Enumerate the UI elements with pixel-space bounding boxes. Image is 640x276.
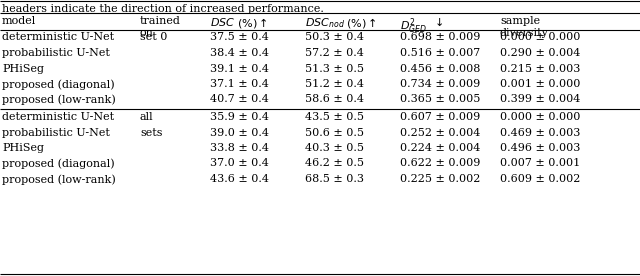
Text: probabilistic U-Net: probabilistic U-Net	[2, 128, 110, 137]
Text: 68.5 ± 0.3: 68.5 ± 0.3	[305, 174, 364, 184]
Text: deterministic U-Net: deterministic U-Net	[2, 112, 114, 122]
Text: trained
on: trained on	[140, 16, 181, 38]
Text: 46.2 ± 0.5: 46.2 ± 0.5	[305, 158, 364, 169]
Text: 0.698 ± 0.009: 0.698 ± 0.009	[400, 33, 481, 43]
Text: 58.6 ± 0.4: 58.6 ± 0.4	[305, 94, 364, 105]
Text: 0.007 ± 0.001: 0.007 ± 0.001	[500, 158, 580, 169]
Text: $D^{2}_{GED}$: $D^{2}_{GED}$	[400, 16, 427, 36]
Text: proposed (low-rank): proposed (low-rank)	[2, 174, 116, 185]
Text: 37.5 ± 0.4: 37.5 ± 0.4	[210, 33, 269, 43]
Text: all: all	[140, 112, 154, 122]
Text: deterministic U-Net: deterministic U-Net	[2, 33, 114, 43]
Text: 0.000 ± 0.000: 0.000 ± 0.000	[500, 33, 580, 43]
Text: 0.000 ± 0.000: 0.000 ± 0.000	[500, 112, 580, 122]
Text: proposed (diagonal): proposed (diagonal)	[2, 79, 115, 90]
Text: 35.9 ± 0.4: 35.9 ± 0.4	[210, 112, 269, 122]
Text: 0.225 ± 0.002: 0.225 ± 0.002	[400, 174, 481, 184]
Text: $(\%)\uparrow$: $(\%)\uparrow$	[234, 16, 268, 30]
Text: 57.2 ± 0.4: 57.2 ± 0.4	[305, 48, 364, 58]
Text: sample
diversity: sample diversity	[500, 16, 549, 38]
Text: 43.6 ± 0.4: 43.6 ± 0.4	[210, 174, 269, 184]
Text: $DSC$: $DSC$	[210, 16, 236, 28]
Text: 38.4 ± 0.4: 38.4 ± 0.4	[210, 48, 269, 58]
Text: set 0: set 0	[140, 33, 168, 43]
Text: PHiSeg: PHiSeg	[2, 63, 44, 73]
Text: 0.516 ± 0.007: 0.516 ± 0.007	[400, 48, 480, 58]
Text: proposed (diagonal): proposed (diagonal)	[2, 158, 115, 169]
Text: 0.734 ± 0.009: 0.734 ± 0.009	[400, 79, 480, 89]
Text: 0.607 ± 0.009: 0.607 ± 0.009	[400, 112, 480, 122]
Text: 37.1 ± 0.4: 37.1 ± 0.4	[210, 79, 269, 89]
Text: 0.456 ± 0.008: 0.456 ± 0.008	[400, 63, 481, 73]
Text: 0.609 ± 0.002: 0.609 ± 0.002	[500, 174, 580, 184]
Text: proposed (low-rank): proposed (low-rank)	[2, 94, 116, 105]
Text: 50.3 ± 0.4: 50.3 ± 0.4	[305, 33, 364, 43]
Text: 51.3 ± 0.5: 51.3 ± 0.5	[305, 63, 364, 73]
Text: 39.0 ± 0.4: 39.0 ± 0.4	[210, 128, 269, 137]
Text: 40.3 ± 0.5: 40.3 ± 0.5	[305, 143, 364, 153]
Text: probabilistic U-Net: probabilistic U-Net	[2, 48, 110, 58]
Text: model: model	[2, 16, 36, 26]
Text: 39.1 ± 0.4: 39.1 ± 0.4	[210, 63, 269, 73]
Text: 50.6 ± 0.5: 50.6 ± 0.5	[305, 128, 364, 137]
Text: headers indicate the direction of increased performance.: headers indicate the direction of increa…	[2, 4, 324, 14]
Text: 0.224 ± 0.004: 0.224 ± 0.004	[400, 143, 481, 153]
Text: PHiSeg: PHiSeg	[2, 143, 44, 153]
Text: 0.496 ± 0.003: 0.496 ± 0.003	[500, 143, 580, 153]
Text: 0.252 ± 0.004: 0.252 ± 0.004	[400, 128, 481, 137]
Text: 0.215 ± 0.003: 0.215 ± 0.003	[500, 63, 580, 73]
Text: 33.8 ± 0.4: 33.8 ± 0.4	[210, 143, 269, 153]
Text: $DSC_{nod}$: $DSC_{nod}$	[305, 16, 345, 30]
Text: 0.365 ± 0.005: 0.365 ± 0.005	[400, 94, 481, 105]
Text: 43.5 ± 0.5: 43.5 ± 0.5	[305, 112, 364, 122]
Text: 0.001 ± 0.000: 0.001 ± 0.000	[500, 79, 580, 89]
Text: 0.469 ± 0.003: 0.469 ± 0.003	[500, 128, 580, 137]
Text: sets: sets	[140, 128, 163, 137]
Text: $(\%)\uparrow$: $(\%)\uparrow$	[343, 16, 377, 30]
Text: 0.399 ± 0.004: 0.399 ± 0.004	[500, 94, 580, 105]
Text: 0.290 ± 0.004: 0.290 ± 0.004	[500, 48, 580, 58]
Text: 40.7 ± 0.4: 40.7 ± 0.4	[210, 94, 269, 105]
Text: 37.0 ± 0.4: 37.0 ± 0.4	[210, 158, 269, 169]
Text: 0.622 ± 0.009: 0.622 ± 0.009	[400, 158, 481, 169]
Text: 51.2 ± 0.4: 51.2 ± 0.4	[305, 79, 364, 89]
Text: $\downarrow$: $\downarrow$	[429, 16, 444, 28]
